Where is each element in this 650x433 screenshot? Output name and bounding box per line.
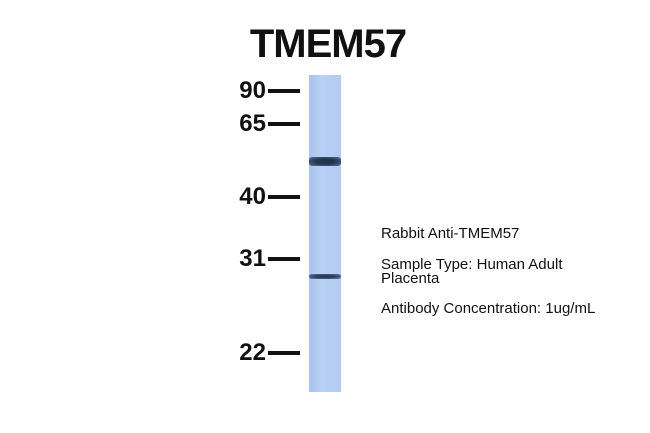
marker-22: 22 — [230, 338, 310, 368]
marker-label: 40 — [239, 183, 266, 210]
marker-tick — [268, 195, 300, 199]
marker-label: 65 — [239, 110, 266, 137]
antibody-concentration: Antibody Concentration: 1ug/mL — [381, 300, 596, 317]
marker-tick — [268, 122, 300, 126]
marker-31: 31 — [230, 244, 310, 274]
marker-label: 90 — [239, 77, 266, 104]
marker-40: 40 — [230, 182, 310, 212]
band-strong — [309, 157, 341, 166]
marker-tick — [268, 351, 300, 355]
marker-65: 65 — [230, 109, 310, 139]
sample-type-line2: Placenta — [381, 270, 440, 287]
marker-label: 31 — [239, 245, 266, 272]
marker-label: 22 — [239, 339, 266, 366]
marker-tick — [268, 257, 300, 261]
sample-type-line1: Sample Type: Human Adult — [381, 256, 563, 273]
blot-lane — [309, 75, 341, 392]
antibody-label: Rabbit Anti-TMEM57 — [381, 225, 520, 242]
blot-title: TMEM57 — [249, 22, 407, 66]
marker-tick — [268, 89, 300, 93]
band-moderate — [309, 274, 341, 279]
marker-90: 90 — [230, 76, 310, 106]
